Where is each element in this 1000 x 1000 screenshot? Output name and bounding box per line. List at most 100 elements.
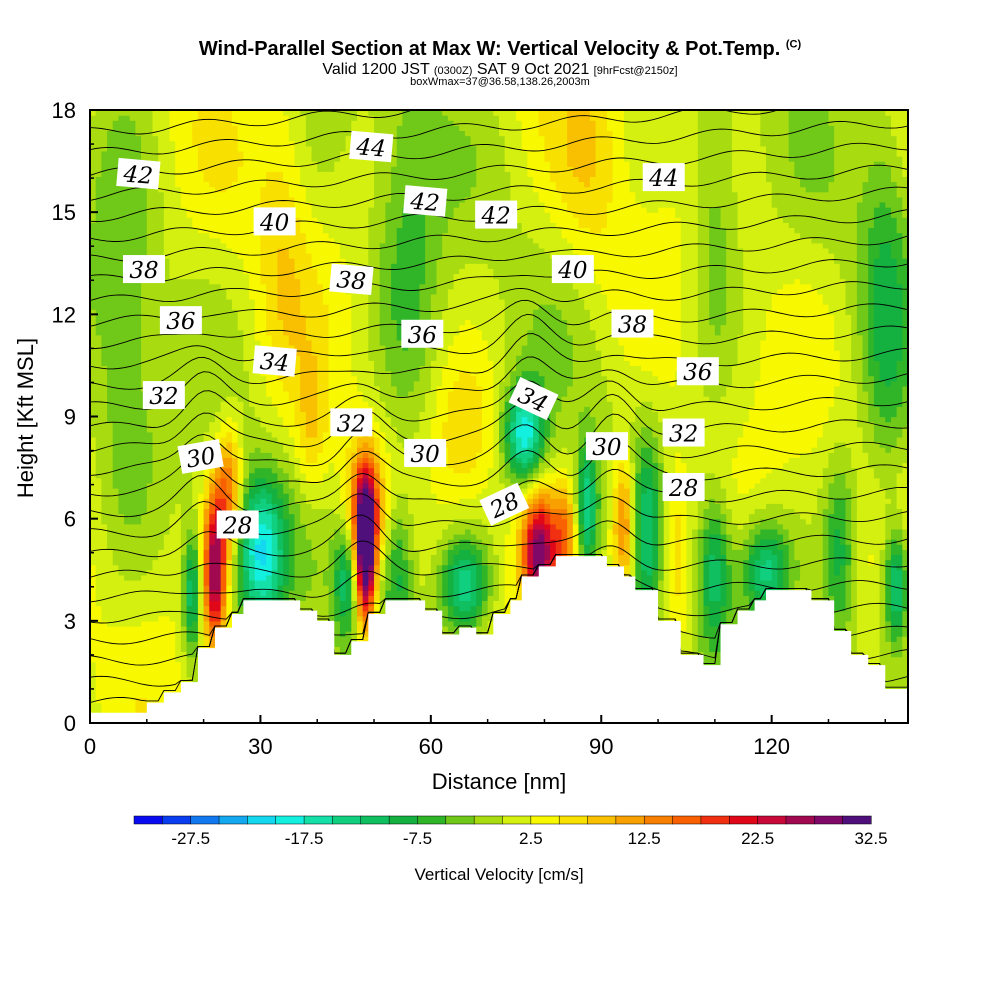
field-cell — [163, 196, 171, 203]
field-cell — [192, 212, 199, 218]
field-cell — [237, 442, 244, 448]
field-cell — [112, 125, 120, 132]
field-cell — [175, 620, 182, 627]
field-cell — [237, 273, 244, 280]
field-cell — [311, 452, 318, 458]
field-cell — [220, 447, 227, 453]
field-cell — [101, 278, 108, 285]
field-cell — [135, 140, 142, 147]
field-cell — [124, 544, 131, 550]
field-cell — [186, 370, 193, 377]
field-cell — [266, 319, 273, 326]
field-cell — [112, 610, 120, 617]
field-cell — [129, 406, 137, 412]
field-cell — [152, 574, 159, 581]
field-cell — [203, 324, 210, 331]
field-cell — [322, 360, 330, 367]
field-cell — [209, 247, 216, 254]
field-cell — [197, 370, 205, 377]
field-cell — [135, 493, 142, 499]
field-cell — [294, 212, 301, 218]
field-cell — [232, 559, 239, 566]
field-cell — [101, 661, 108, 668]
field-cell — [305, 528, 313, 535]
field-cell — [214, 375, 222, 382]
field-cell — [186, 431, 193, 438]
field-cell — [186, 401, 193, 407]
field-cell — [107, 247, 114, 254]
field-cell — [220, 319, 227, 326]
field-cell — [152, 569, 159, 576]
field-cell — [158, 207, 165, 213]
field-cell — [294, 196, 301, 203]
field-cell — [232, 498, 239, 504]
field-cell — [237, 457, 244, 464]
field-cell — [192, 140, 199, 147]
field-cell — [283, 288, 290, 295]
field-cell — [305, 365, 313, 372]
field-cell — [214, 421, 222, 428]
field-cell — [226, 304, 233, 310]
field-cell — [249, 324, 256, 331]
field-cell — [266, 518, 273, 525]
field-cell — [169, 585, 176, 591]
field-cell — [243, 426, 250, 433]
field-cell — [107, 309, 114, 315]
field-cell — [266, 493, 273, 499]
field-cell — [175, 181, 182, 188]
field-cell — [305, 385, 313, 392]
field-cell — [249, 217, 256, 223]
field-cell — [294, 237, 301, 244]
field-cell — [300, 171, 307, 178]
field-cell — [186, 110, 193, 116]
field-cell — [260, 161, 267, 167]
field-cell — [169, 482, 176, 489]
field-cell — [129, 600, 137, 607]
field-cell — [118, 360, 125, 367]
field-cell — [180, 155, 188, 162]
field-cell — [197, 477, 205, 484]
field-cell — [237, 365, 244, 372]
field-cell — [186, 569, 193, 576]
field-cell — [163, 334, 171, 341]
field-cell — [322, 585, 330, 591]
field-cell — [317, 201, 324, 208]
field-cell — [322, 442, 330, 448]
field-cell — [305, 268, 313, 275]
field-cell — [197, 145, 205, 152]
field-cell — [283, 140, 290, 147]
field-cell — [175, 237, 182, 244]
field-cell — [288, 411, 296, 418]
field-cell — [112, 242, 120, 249]
field-cell — [209, 115, 216, 121]
field-cell — [254, 554, 262, 561]
field-cell — [220, 288, 227, 295]
field-cell — [305, 467, 313, 474]
field-cell — [197, 493, 205, 499]
field-cell — [243, 196, 250, 203]
field-cell — [300, 605, 307, 612]
field-cell — [175, 523, 182, 530]
field-cell — [95, 666, 102, 673]
field-cell — [158, 620, 165, 627]
field-cell — [317, 544, 324, 550]
field-cell — [169, 201, 176, 208]
field-cell — [220, 472, 227, 479]
field-cell — [101, 329, 108, 336]
field-cell — [175, 125, 182, 132]
field-cell — [169, 636, 176, 642]
field-cell — [169, 416, 176, 423]
field-cell — [90, 375, 97, 382]
field-cell — [169, 656, 176, 663]
field-cell — [311, 375, 318, 382]
field-cell — [226, 600, 233, 607]
field-cell — [124, 661, 131, 668]
field-cell — [300, 436, 307, 443]
field-cell — [254, 150, 262, 157]
field-cell — [186, 579, 193, 586]
field-cell — [192, 406, 199, 412]
field-cell — [260, 554, 267, 561]
field-cell — [152, 625, 159, 632]
field-cell — [124, 452, 131, 458]
field-cell — [203, 166, 210, 172]
